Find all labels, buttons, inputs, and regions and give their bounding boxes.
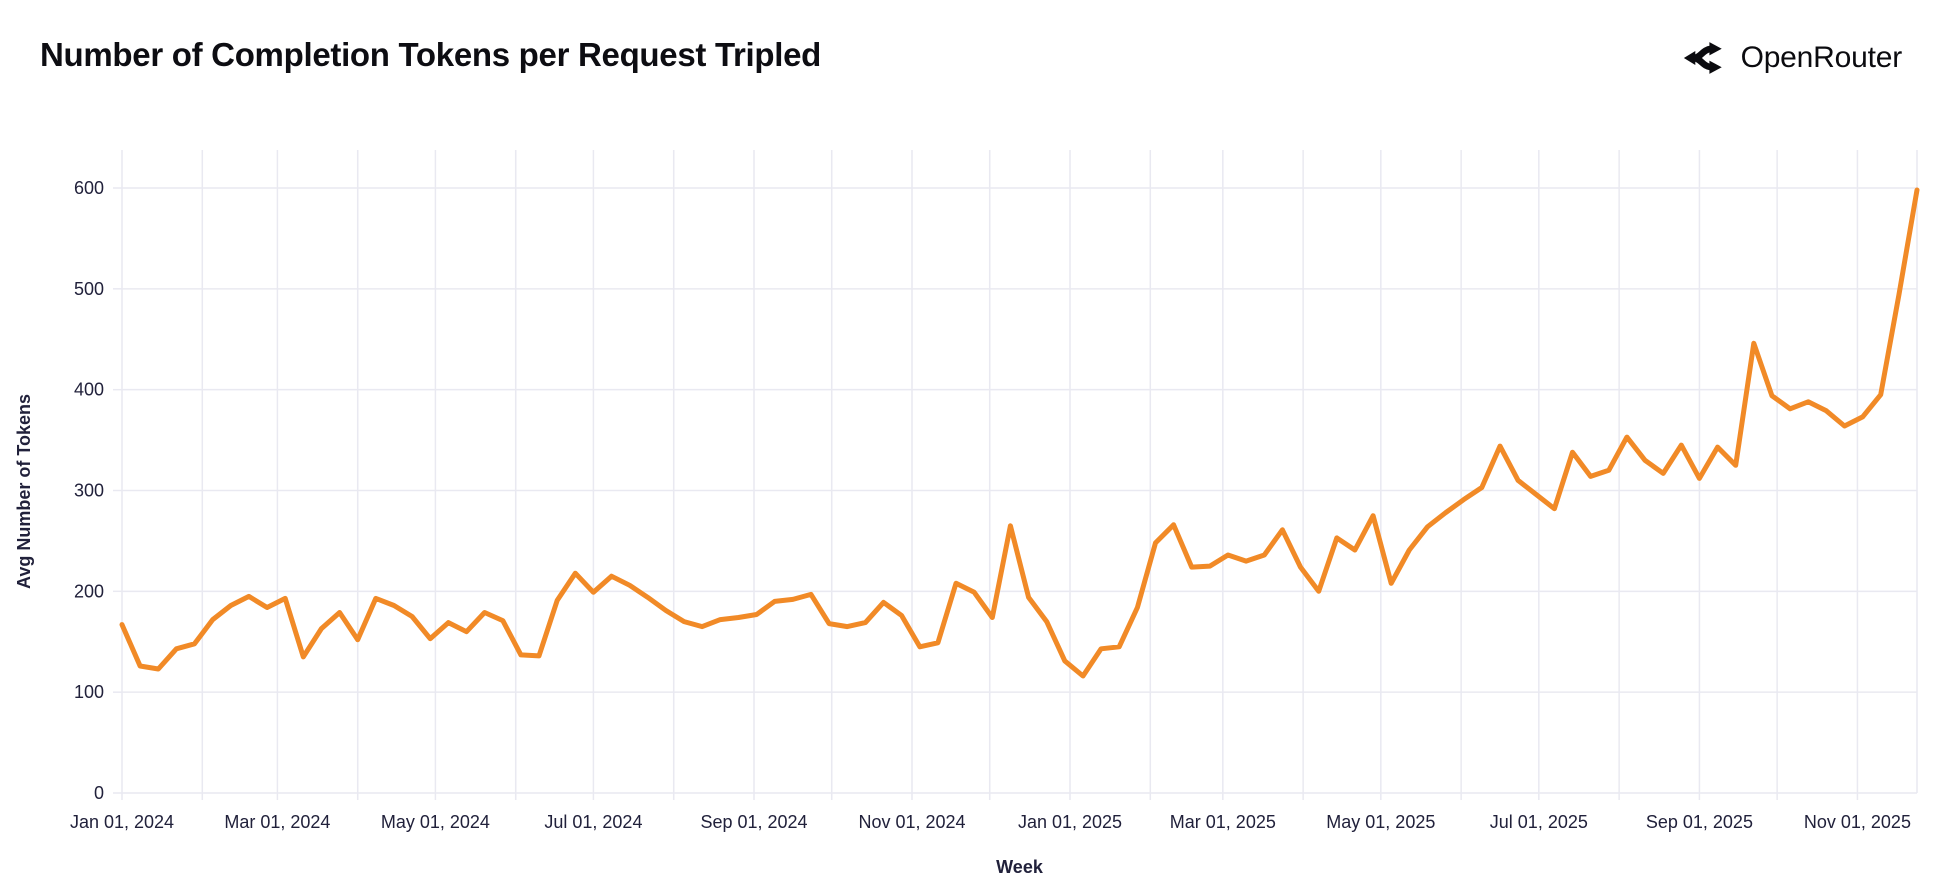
x-tick-label: Jul 01, 2024 [544, 812, 642, 832]
x-axis-title: Week [996, 857, 1044, 877]
x-tick-label: Sep 01, 2024 [700, 812, 807, 832]
x-tick-label: Jan 01, 2025 [1018, 812, 1122, 832]
y-tick-label: 600 [74, 178, 104, 198]
y-tick-label: 0 [94, 783, 104, 803]
y-axis-title: Avg Number of Tokens [14, 394, 34, 589]
x-tick-label: Sep 01, 2025 [1646, 812, 1753, 832]
x-tick-label: Nov 01, 2025 [1804, 812, 1911, 832]
x-tick-label: May 01, 2025 [1326, 812, 1435, 832]
y-tick-label: 300 [74, 481, 104, 501]
openrouter-brand-text: OpenRouter [1740, 41, 1903, 74]
y-tick-label: 500 [74, 279, 104, 299]
x-tick-label: Nov 01, 2024 [858, 812, 965, 832]
x-tick-label: Jan 01, 2024 [70, 812, 174, 832]
x-tick-label: Mar 01, 2025 [1170, 812, 1276, 832]
openrouter-logo-icon [1683, 42, 1722, 74]
y-tick-label: 100 [74, 682, 104, 702]
x-tick-label: Jul 01, 2025 [1490, 812, 1588, 832]
x-tick-label: Mar 01, 2024 [224, 812, 330, 832]
y-tick-label: 400 [74, 380, 104, 400]
data-line-avg-tokens [119, 187, 1920, 679]
x-tick-label: May 01, 2024 [381, 812, 490, 832]
openrouter-logo: OpenRouter [1681, 36, 1902, 80]
page-title: Number of Completion Tokens per Request … [40, 36, 822, 73]
y-tick-label: 200 [74, 581, 104, 601]
